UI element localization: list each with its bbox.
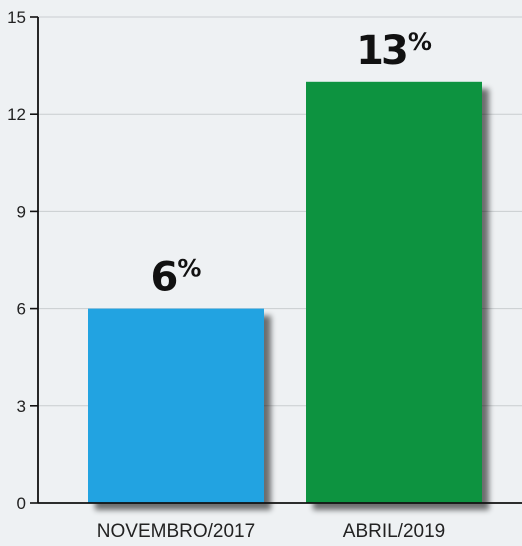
bar-1 <box>88 308 264 503</box>
data-label-value: 6 <box>151 255 177 301</box>
x-category-label: ABRIL/2019 <box>343 521 445 542</box>
data-label: 6% <box>151 255 202 301</box>
y-tick-label: 3 <box>17 397 26 416</box>
data-label-unit: % <box>408 28 432 56</box>
bars <box>88 81 482 504</box>
y-tick-label: 12 <box>7 105 26 124</box>
x-category-label: NOVEMBRO/2017 <box>97 521 255 542</box>
labels: 0 3 6 9 12 15 NOVEMBRO/2017 6% ABRIL/2019 13% <box>7 8 445 542</box>
y-tick-label: 0 <box>17 494 26 513</box>
axes <box>30 16 522 504</box>
data-label-unit: % <box>177 255 201 283</box>
data-label: 13% <box>356 28 432 74</box>
y-tick-label: 6 <box>17 300 26 319</box>
bar-2 <box>306 81 482 504</box>
y-tick-label: 9 <box>17 202 26 221</box>
data-label-value: 13 <box>356 28 406 74</box>
y-tick-label: 15 <box>7 8 26 27</box>
